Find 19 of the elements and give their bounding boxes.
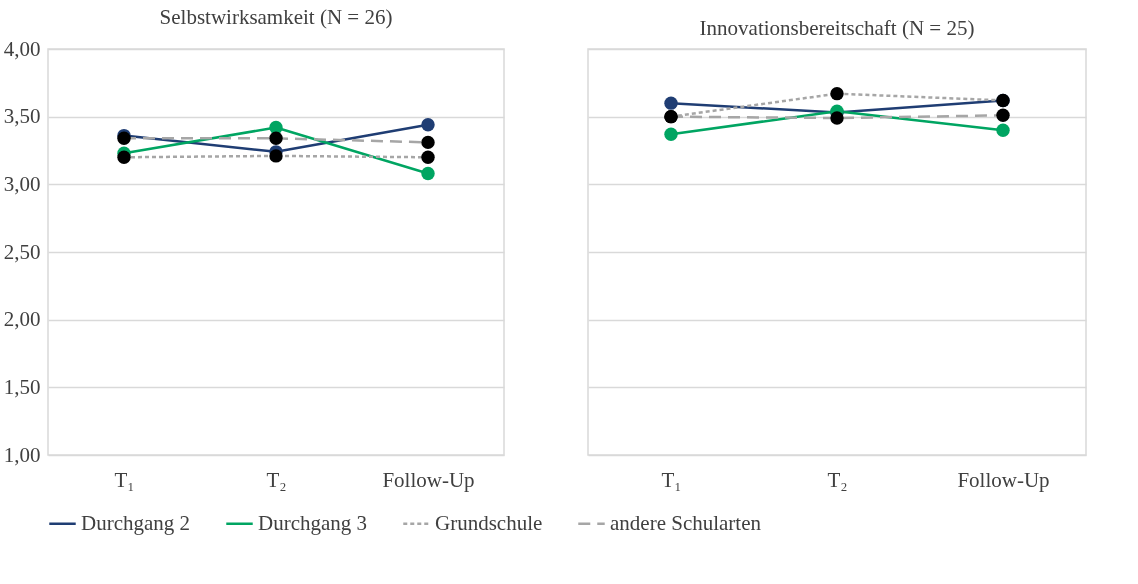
legend-label: Durchgang 3 [258,510,368,535]
x-tick-label: Follow-Up [382,467,475,492]
x-tick-label: T₁ [114,467,135,492]
legend-label: andere Schularten [610,510,762,535]
x-tick-label: T₁ [661,467,682,492]
chart-title: Innovationsbereitschaft (N = 25) [699,16,975,40]
y-tick-label: 4,00 [3,36,41,61]
y-tick-label: 3,50 [3,104,41,129]
x-tick-label: Follow-Up [957,467,1050,492]
legend-label: Durchgang 2 [81,510,191,535]
x-tick-label: T₂ [827,467,848,492]
y-tick-label: 1,50 [3,374,41,399]
y-tick-label: 2,50 [3,239,41,264]
legend-label: Grundschule [435,510,543,535]
chart-title: Selbstwirksamkeit (N = 26) [159,5,393,29]
y-tick-label: 1,00 [3,442,41,467]
y-tick-label: 2,00 [3,307,41,332]
y-tick-label: 3,00 [3,171,41,196]
x-tick-label: T₂ [266,467,287,492]
